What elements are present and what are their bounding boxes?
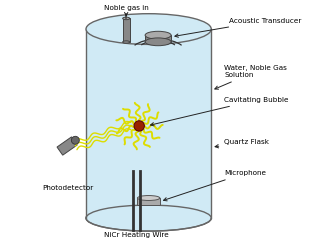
Polygon shape — [57, 137, 77, 155]
Ellipse shape — [137, 196, 160, 200]
Ellipse shape — [123, 41, 130, 43]
Circle shape — [134, 121, 144, 131]
Text: Acoustic Transducer: Acoustic Transducer — [175, 18, 301, 37]
Polygon shape — [145, 35, 171, 42]
Text: Water, Noble Gas
Solution: Water, Noble Gas Solution — [215, 65, 287, 89]
Text: Microphone: Microphone — [164, 170, 266, 201]
Ellipse shape — [145, 31, 171, 39]
Polygon shape — [137, 198, 160, 205]
Polygon shape — [86, 29, 211, 218]
Ellipse shape — [86, 14, 211, 44]
Text: Quartz Flask: Quartz Flask — [215, 139, 269, 148]
Text: NiCr Heating Wire: NiCr Heating Wire — [104, 232, 169, 238]
Text: Noble gas in: Noble gas in — [104, 5, 148, 16]
Ellipse shape — [145, 38, 171, 46]
Ellipse shape — [71, 136, 79, 144]
Ellipse shape — [86, 205, 211, 231]
Polygon shape — [123, 18, 130, 42]
Text: Cavitating Bubble: Cavitating Bubble — [150, 97, 289, 126]
Ellipse shape — [123, 17, 130, 20]
Text: Photodetector: Photodetector — [42, 185, 93, 191]
